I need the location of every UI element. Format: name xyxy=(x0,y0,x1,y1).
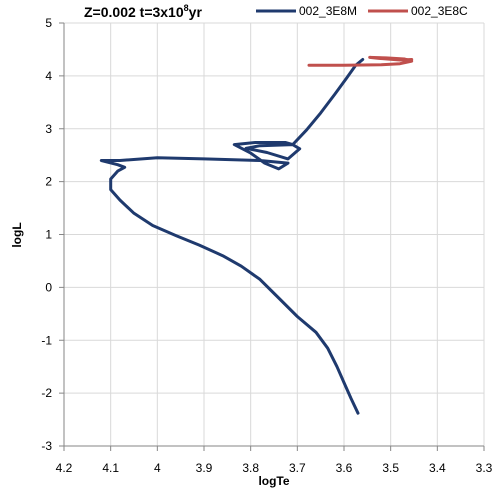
y-tick-label: 2 xyxy=(45,175,52,189)
x-tick-label: 3.7 xyxy=(289,461,306,475)
x-tick-label: 4.2 xyxy=(56,461,73,475)
x-tick-label: 3.4 xyxy=(429,461,446,475)
gridlines xyxy=(64,22,485,446)
x-tick-label: 3.8 xyxy=(242,461,259,475)
legend: 002_3E8M 002_3E8C xyxy=(256,4,468,18)
y-tick-label: 4 xyxy=(45,69,52,83)
x-tick-label: 4.1 xyxy=(102,461,119,475)
legend-label-002_3E8M: 002_3E8M xyxy=(299,4,357,18)
y-tick-label: 5 xyxy=(45,16,52,30)
x-tick-label: 3.3 xyxy=(476,461,493,475)
y-tick-label: 1 xyxy=(45,228,52,242)
series-line-002_3E8C xyxy=(307,55,414,67)
x-tick-label: 4 xyxy=(154,461,161,475)
y-tick-label: -2 xyxy=(41,386,52,400)
x-tick-label: 3.5 xyxy=(382,461,399,475)
y-tick-label: 0 xyxy=(45,280,52,294)
y-tick-label: -3 xyxy=(41,439,52,453)
series-line-002_3E8M xyxy=(99,58,365,415)
x-tick-label: 3.9 xyxy=(196,461,213,475)
y-axis-title: logL xyxy=(10,222,24,247)
y-tick-label: -1 xyxy=(41,333,52,347)
x-tick-label: 3.6 xyxy=(336,461,353,475)
y-tick-label: 3 xyxy=(45,122,52,136)
y-tick-labels: -3 -2 -1 0 1 2 3 4 5 xyxy=(41,16,52,453)
chart-title: Z=0.002 t=3x108yr xyxy=(84,3,202,20)
x-axis-title: logTe xyxy=(258,474,289,488)
axes xyxy=(59,22,485,451)
series-lines xyxy=(99,55,414,415)
legend-label-002_3E8C: 002_3E8C xyxy=(411,4,468,18)
x-tick-labels: 4.2 4.1 4 3.9 3.8 3.7 3.6 3.5 3.4 3.3 xyxy=(56,461,493,475)
